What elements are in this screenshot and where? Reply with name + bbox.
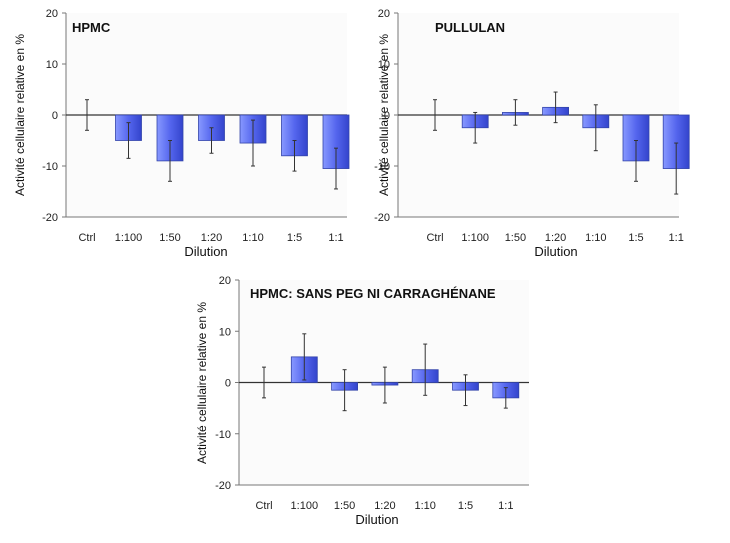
y-axis-label: Activité cellulaire relative en % <box>13 34 27 196</box>
x-tick-label: 1:10 <box>414 500 435 512</box>
chart-pullulan: PULLULAN Dilution Activité cellulaire re… <box>374 8 690 259</box>
x-tick-label: 1:50 <box>334 500 355 512</box>
y-tick-label: -20 <box>42 212 58 224</box>
y-tick-label: 20 <box>219 275 231 287</box>
y-tick-label: 0 <box>225 378 231 390</box>
x-tick-label: 1:10 <box>585 232 606 244</box>
x-axis-label: Dilution <box>184 244 227 259</box>
y-tick-label: -20 <box>374 212 390 224</box>
y-tick-label: 20 <box>378 8 390 20</box>
x-tick-label: 1:5 <box>458 500 473 512</box>
y-tick-label: -10 <box>42 161 58 173</box>
x-tick-label: Ctrl <box>255 500 272 512</box>
x-tick-label: 1:50 <box>505 232 526 244</box>
x-tick-label: 1:1 <box>328 232 343 244</box>
x-tick-label: 1:100 <box>115 232 143 244</box>
x-tick-label: 1:1 <box>498 500 513 512</box>
chart-title: HPMC: SANS PEG NI CARRAGHÉNANE <box>250 286 496 301</box>
y-tick-label: 10 <box>378 59 390 71</box>
chart-hpmc-sans-peg: HPMC: SANS PEG NI CARRAGHÉNANE Dilution … <box>195 275 529 527</box>
chart-title: HPMC <box>72 20 111 35</box>
y-tick-label: -10 <box>215 429 231 441</box>
x-tick-label: 1:50 <box>159 232 180 244</box>
y-axis-label: Activité cellulaire relative en % <box>377 34 391 196</box>
x-tick-label: 1:100 <box>291 500 319 512</box>
x-tick-label: Ctrl <box>426 232 443 244</box>
y-tick-label: -10 <box>374 161 390 173</box>
x-tick-label: 1:5 <box>628 232 643 244</box>
x-axis-label: Dilution <box>355 512 398 527</box>
x-tick-label: 1:100 <box>461 232 489 244</box>
chart-title: PULLULAN <box>435 20 505 35</box>
x-axis-label: Dilution <box>534 244 577 259</box>
x-tick-label: Ctrl <box>78 232 95 244</box>
x-tick-label: 1:20 <box>374 500 395 512</box>
x-tick-label: 1:5 <box>287 232 302 244</box>
y-tick-label: 10 <box>219 326 231 338</box>
y-tick-label: 0 <box>52 110 58 122</box>
y-axis-label: Activité cellulaire relative en % <box>195 302 209 464</box>
chart-hpmc: HPMC Dilution Activité cellulaire relati… <box>13 8 350 259</box>
x-tick-label: 1:10 <box>242 232 263 244</box>
y-tick-label: 20 <box>46 8 58 20</box>
x-tick-label: 1:1 <box>669 232 684 244</box>
y-tick-label: -20 <box>215 480 231 492</box>
x-tick-label: 1:20 <box>545 232 566 244</box>
y-tick-label: 0 <box>384 110 390 122</box>
y-tick-label: 10 <box>46 59 58 71</box>
x-tick-label: 1:20 <box>201 232 222 244</box>
